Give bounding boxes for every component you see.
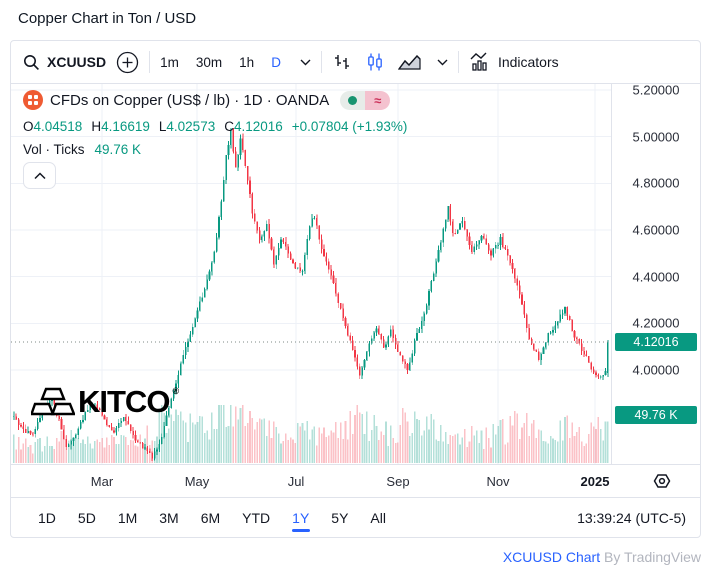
ohlc-close-value: 4.12016 [233,119,283,134]
search-icon [24,54,39,70]
ohlc-low-label: L [158,119,167,134]
hexagon-settings-icon [653,474,671,488]
range-5d[interactable]: 5D [77,509,96,526]
clock-utc[interactable]: 13:39:24 (UTC-5) [577,509,686,526]
bars-style-button[interactable] [332,52,352,72]
kitco-watermark: KITCO ® [31,384,180,419]
style-menu-button[interactable] [437,59,448,66]
range-1y[interactable]: 1Y [281,498,320,537]
copper-symbol-icon [23,90,43,110]
candlestick-chart-icon [368,53,382,71]
toolbar-divider [320,51,322,73]
range-3m[interactable]: 3M [159,509,179,526]
area-chart-icon [397,54,421,70]
timezone-settings-button[interactable] [653,472,671,490]
chart-legend: CFDs on Copper (US$ / lb) · 1D · OANDA ≈… [23,90,407,156]
timeframe-30m[interactable]: 30m [195,54,223,70]
chevron-down-icon [300,59,311,65]
symbol-name: XCUUSD [47,54,107,70]
chevron-up-icon [33,171,46,179]
timeframe-1m[interactable]: 1m [160,54,179,70]
candles-style-button-active[interactable] [365,52,385,72]
kitco-gold-bars-icon [31,387,75,416]
time-tick-Sep: Sep [386,474,410,489]
time-tick-Nov: Nov [486,474,510,489]
ohlc-open-label: O [23,119,34,134]
range-5y[interactable]: 5Y [331,509,349,526]
range-toolbar: 1D 5D 1M 3M 6M YTD 1Y 5Y All 13:39:24 (UTC-5) [11,497,700,537]
symbol-search-button[interactable]: XCUUSD [23,54,106,71]
time-axis[interactable]: Mar May Jul Sep Nov 2025 [11,464,700,497]
candlestick-plot[interactable] [11,84,611,464]
range-1m[interactable]: 1M [117,509,138,526]
series-title[interactable]: CFDs on Copper (US$ / lb) · 1D · OANDA [50,91,330,109]
price-tick: 4.60000 [632,222,680,238]
ohlc-row: O4.04518 H4.16619 L4.02573 C4.12016 +0.0… [23,120,407,134]
delayed-data-icon: ≈ [365,90,391,110]
ohlc-low-value: 4.02573 [166,119,216,134]
volume-badge: 49.76 K [615,406,697,424]
market-open-dot-icon [340,90,366,110]
volume-value: 49.76 K [94,141,142,157]
price-tick: 5.00000 [632,129,680,145]
bars-chart-icon [334,55,349,69]
range-6m[interactable]: 6M [200,509,221,526]
kitco-logo-text: KITCO [78,384,170,419]
compare-add-button[interactable] [116,51,139,74]
price-tick: 5.20000 [632,82,680,98]
range-buttons: 1D 5D 1M 3M 6M YTD 1Y 5Y All [27,498,397,537]
timeframe-menu-button[interactable] [300,59,311,66]
price-tick: 4.20000 [632,315,680,331]
volume-label[interactable]: Vol · Ticks [23,141,85,157]
top-toolbar: XCUUSD 1m 30m 1h D [11,41,700,84]
indicators-button[interactable]: Indicators [469,52,559,72]
ohlc-open-value: 4.04518 [33,119,83,134]
range-all[interactable]: All [370,509,386,526]
time-tick-Jul: Jul [287,474,305,489]
price-tick: 4.40000 [632,269,680,285]
volume-row: Vol · Ticks 49.76 K [23,141,407,157]
timeframe-group: 1m 30m 1h D [160,55,311,70]
attribution: XCUUSD Chart By TradingView [503,549,701,565]
chart-style-group [332,52,448,72]
chart-region: 5.20000 5.00000 4.80000 4.60000 4.40000 4.200… [11,82,700,464]
toolbar-divider [457,51,459,73]
chevron-down-icon [437,59,448,65]
timeframe-1d-active[interactable]: D [271,54,281,70]
ohlc-close-label: C [224,119,234,134]
market-status-badge[interactable]: ≈ [340,90,391,110]
ohlc-high-value: 4.16619 [101,119,150,134]
price-tick: 4.00000 [632,362,680,378]
tradingview-symbol-link[interactable]: XCUUSD Chart [502,549,601,565]
plus-circle-icon [116,51,139,73]
chart-widget: XCUUSD 1m 30m 1h D [10,40,701,538]
last-price-badge: 4.12016 [615,332,697,351]
range-ytd[interactable]: YTD [242,509,271,526]
timeframe-1h[interactable]: 1h [239,54,255,70]
registered-mark: ® [172,386,180,396]
legend-collapse-button[interactable] [23,162,56,189]
time-tick-May: May [184,474,210,489]
page-title: Copper Chart in Ton / USD [18,10,197,27]
ohlc-high-label: H [91,119,102,134]
indicators-icon [470,52,487,71]
attribution-by-text: By TradingView [600,549,701,565]
time-tick-Mar: Mar [90,474,114,489]
time-tick-2025: 2025 [580,474,610,489]
toolbar-divider [149,51,151,73]
indicators-label: Indicators [497,54,559,70]
price-change: +0.07804 (+1.93%) [291,119,408,134]
range-1d[interactable]: 1D [38,509,56,526]
price-axis[interactable]: 5.20000 5.00000 4.80000 4.60000 4.40000 4.200… [611,82,700,464]
area-style-button[interactable] [397,52,422,72]
price-tick: 4.80000 [632,175,680,191]
